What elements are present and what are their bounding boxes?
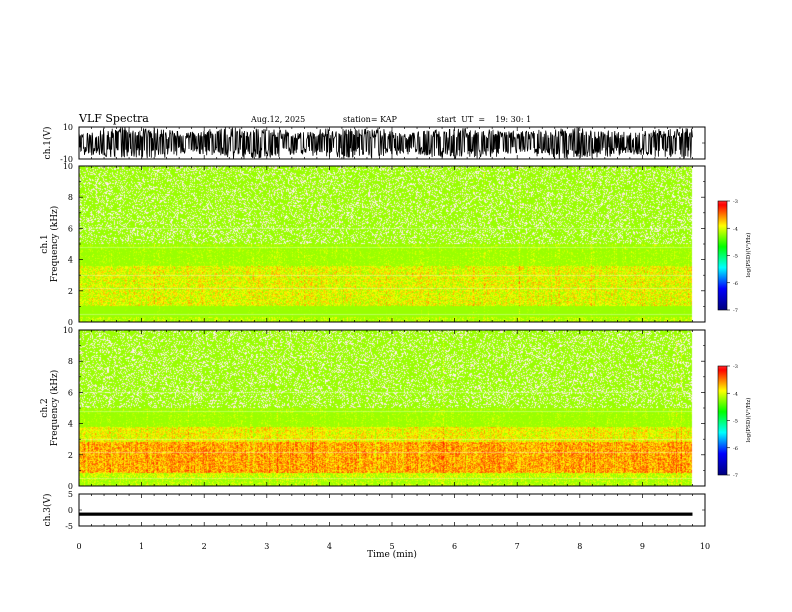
ch3-ylabel: ch.3(V) <box>42 494 53 527</box>
x-tick-label: 2 <box>202 542 207 551</box>
start-time-label: start UT = 19: 30: 1 <box>437 115 531 124</box>
ch1-colorbar-label: log(PSD)(V²/Hz) <box>745 233 752 278</box>
ch1-ytick-bottom: -10 <box>60 155 73 164</box>
ch2-spec-ylabel-channel: ch.2 <box>40 398 50 417</box>
colorbar-tick-label: -4 <box>733 391 738 397</box>
colorbar-tick-label: -6 <box>733 446 738 452</box>
ch3-voltage-trace <box>79 512 693 516</box>
x-tick-label: 5 <box>389 542 394 551</box>
ch2-colorbar <box>718 366 727 475</box>
station-label: station= KAP <box>343 115 398 124</box>
ch1-spec-ylabel-channel: ch.1 <box>40 234 50 253</box>
y-tick-label: 8 <box>68 357 73 366</box>
ch3-waveform-panel: 5 0 -5 ch.3(V) <box>42 490 706 531</box>
y-tick-label: 2 <box>68 451 73 460</box>
date-label: Aug.12, 2025 <box>250 115 305 124</box>
y-tick-label: 2 <box>68 287 73 296</box>
y-tick-label: 4 <box>68 420 73 429</box>
x-tick-label: 6 <box>452 542 457 551</box>
figure-title: VLF Spectra <box>78 112 149 125</box>
ch1-spec-yticks: 0 2 4 6 8 10 <box>63 162 705 327</box>
ch1-ylabel: ch.1(V) <box>42 127 53 160</box>
ch3-ytick-5: 5 <box>68 490 73 499</box>
colorbar-tick-label: -5 <box>733 254 738 260</box>
x-tick-label: 4 <box>327 542 332 551</box>
y-tick-label: 8 <box>68 193 73 202</box>
colorbar-tick-label: -6 <box>733 281 738 287</box>
ch1-colorbar-holder <box>718 201 727 310</box>
colorbar-tick-label: -3 <box>733 364 738 370</box>
y-tick-label: 10 <box>63 326 73 335</box>
ch1-ytick-top: 10 <box>63 123 73 132</box>
y-tick-label: 10 <box>63 162 73 171</box>
y-tick-label: 6 <box>68 224 73 233</box>
y-tick-label: 0 <box>68 482 73 491</box>
colorbar-tick-label: -5 <box>733 419 738 425</box>
colorbar-tick-label: -4 <box>733 226 738 232</box>
ch2-colorbar-holder <box>718 366 727 475</box>
y-tick-label: 4 <box>68 256 73 265</box>
ch3-ytick-0: 0 <box>68 506 73 515</box>
y-tick-label: 0 <box>68 318 73 327</box>
x-tick-label: 9 <box>640 542 645 551</box>
ch3-ytick-minus5: -5 <box>65 522 73 531</box>
ch1-colorbar-ticks: -3 -4 -5 -6 -7 <box>727 199 738 314</box>
ch2-spec-yticks: 0 2 4 6 8 10 <box>63 326 705 491</box>
ch2-colorbar-ticks: -3 -4 -5 -6 -7 <box>727 364 738 479</box>
colorbar-tick-label: -7 <box>733 308 738 314</box>
x-tick-label: 1 <box>139 542 144 551</box>
x-tick-label: 8 <box>577 542 582 551</box>
ch2-spectrogram-heatmap <box>79 330 705 486</box>
ch1-colorbar <box>718 201 727 310</box>
ch2-spec-ylabel-freq: Frequency (kHz) <box>49 370 60 447</box>
ch1-spec-ylabel-freq: Frequency (kHz) <box>49 206 60 283</box>
ch2-colorbar-label: log(PSD)(V²/Hz) <box>745 398 752 443</box>
time-axis-label: Time (min) <box>367 549 417 560</box>
colorbar-tick-label: -7 <box>733 473 738 479</box>
ch1-spectrogram-heatmap <box>79 166 705 322</box>
x-tick-label: 3 <box>264 542 269 551</box>
ch1-voltage-trace <box>78 127 693 160</box>
ch1-spectrogram-image-holder <box>79 166 705 322</box>
ch2-spectrogram-image-holder <box>79 330 705 486</box>
ch1-spec-ylabel-ch: ch.1 <box>40 234 50 253</box>
x-tick-label: 10 <box>700 542 710 551</box>
x-tick-label: 7 <box>515 542 520 551</box>
y-tick-label: 6 <box>68 388 73 397</box>
colorbar-tick-label: -3 <box>733 199 738 205</box>
time-axis-ticks: 0 1 2 3 4 5 6 7 8 9 10 <box>76 126 710 551</box>
x-tick-label: 0 <box>76 542 81 551</box>
ch3-plot-area <box>79 494 705 526</box>
